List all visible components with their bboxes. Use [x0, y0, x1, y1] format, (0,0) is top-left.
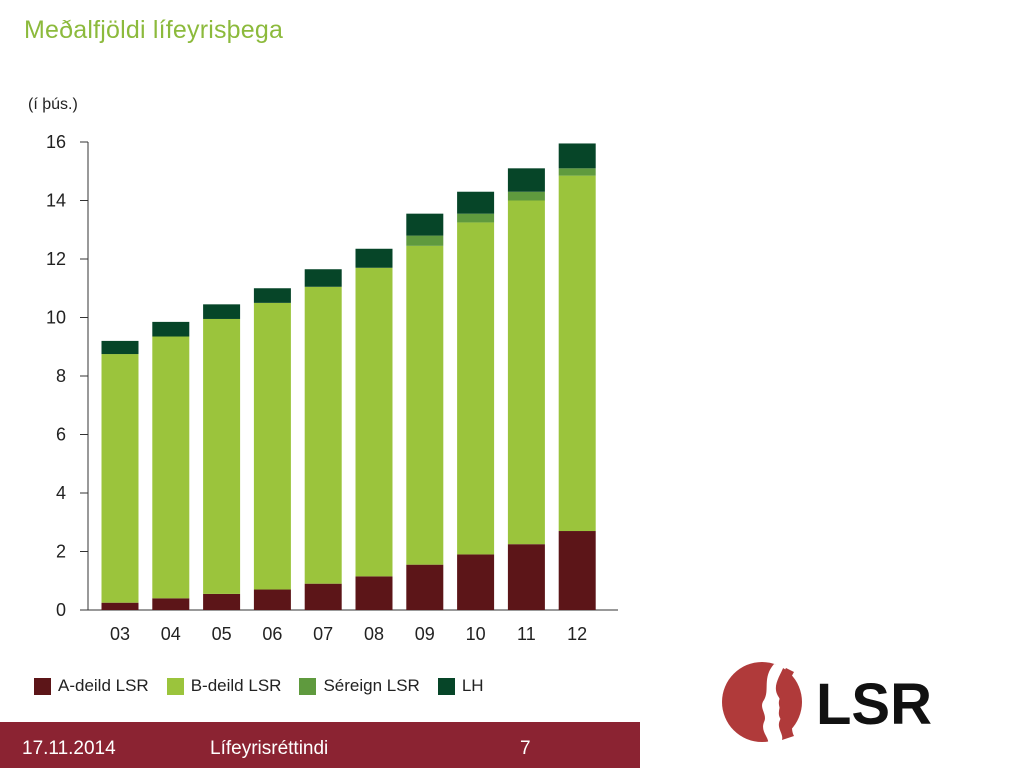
- bar-segment-05-s3: [203, 304, 241, 319]
- y-tick-label: 10: [46, 308, 66, 328]
- y-tick-label: 0: [56, 600, 66, 620]
- bar-segment-05-s0: [203, 593, 241, 610]
- bar-segment-08-s1: [355, 267, 393, 577]
- legend-swatch: [437, 677, 455, 695]
- y-tick-label: 14: [46, 191, 66, 211]
- bar-segment-10-s0: [457, 554, 495, 610]
- bar-segment-10-s2: [457, 213, 495, 223]
- bar-segment-12-s1: [558, 175, 596, 532]
- footer-bar: 17.11.2014 Lífeyrisréttindi 7: [0, 722, 640, 768]
- y-tick-label: 8: [56, 366, 66, 386]
- legend-label: LH: [461, 676, 484, 695]
- bar-segment-11-s3: [507, 168, 545, 192]
- bar-segment-10-s1: [457, 222, 495, 555]
- bar-segment-12-s3: [558, 143, 596, 169]
- bar-segment-06-s3: [253, 288, 291, 303]
- bar-segment-04-s0: [152, 598, 190, 610]
- logo-text: LSR: [816, 672, 932, 737]
- stacked-bar-chart: 0 2 4 6 8 10 12 14 16 03 04 05 06 07 08 09 10 11 12: [46, 132, 618, 644]
- bar-segment-09-s1: [406, 245, 444, 565]
- legend-swatch: [299, 677, 317, 695]
- bar-segment-12-s2: [558, 168, 596, 176]
- x-tick-label: 12: [567, 624, 587, 644]
- y-tick-label: 4: [56, 483, 66, 503]
- y-tick-label: 2: [56, 542, 66, 562]
- slide-title: Meðalfjöldi lífeyrisþega: [24, 16, 284, 44]
- legend-label: A-deild LSR: [58, 676, 149, 695]
- bar-segment-10-s3: [457, 191, 495, 214]
- bar-segment-05-s1: [203, 318, 241, 594]
- x-tick-label: 11: [517, 624, 536, 644]
- bar-segment-07-s1: [304, 286, 342, 584]
- bar-segment-06-s1: [253, 302, 291, 590]
- bar-segment-08-s3: [355, 248, 393, 268]
- bar-segment-04-s1: [152, 336, 190, 599]
- legend-item: Séreign LSR: [299, 676, 420, 696]
- chart-legend: A-deild LSR B-deild LSR Séreign LSR LH: [34, 676, 484, 696]
- x-tick-label: 06: [262, 624, 282, 644]
- x-tick-label: 08: [364, 624, 384, 644]
- bar-segment-07-s3: [304, 269, 342, 287]
- faces-logo-icon: [722, 662, 802, 744]
- x-tick-label: 03: [110, 624, 130, 644]
- legend-swatch: [34, 677, 51, 695]
- x-tick-label: 07: [313, 624, 333, 644]
- bar-segment-03-s0: [101, 602, 139, 610]
- y-tick-label: 12: [46, 249, 66, 269]
- legend-item: A-deild LSR: [34, 676, 149, 696]
- y-unit-label: (í þús.): [28, 96, 78, 113]
- bar-segment-11-s0: [507, 544, 545, 610]
- bar-segment-03-s1: [101, 354, 139, 603]
- bar-segment-03-s3: [101, 340, 139, 355]
- y-tick-label: 6: [56, 425, 66, 445]
- legend-item: B-deild LSR: [166, 676, 282, 696]
- bar-segment-07-s0: [304, 583, 342, 610]
- legend-label: B-deild LSR: [190, 676, 282, 695]
- x-tick-label: 09: [415, 624, 435, 644]
- footer-title: Lífeyrisréttindi: [210, 738, 329, 759]
- footer-date: 17.11.2014: [22, 738, 116, 759]
- bar-segment-09-s0: [406, 564, 444, 610]
- legend-label: Séreign LSR: [323, 676, 420, 695]
- bar-segment-08-s0: [355, 576, 393, 610]
- y-tick-label: 16: [46, 132, 66, 152]
- bar-segment-11-s1: [507, 200, 545, 545]
- bar-segment-09-s2: [406, 235, 444, 246]
- x-tick-label: 05: [212, 624, 232, 644]
- bar-segment-09-s3: [406, 213, 444, 236]
- x-tick-label: 10: [466, 624, 486, 644]
- bar-segment-06-s0: [253, 589, 291, 610]
- footer-page-number: 7: [520, 738, 531, 759]
- bar-segment-11-s2: [507, 191, 545, 201]
- bar-segment-04-s3: [152, 321, 190, 337]
- x-tick-label: 04: [161, 624, 181, 644]
- legend-swatch: [166, 677, 184, 695]
- lsr-logo: LSR: [722, 662, 932, 744]
- legend-item: LH: [437, 676, 484, 696]
- bar-segment-12-s0: [558, 531, 596, 610]
